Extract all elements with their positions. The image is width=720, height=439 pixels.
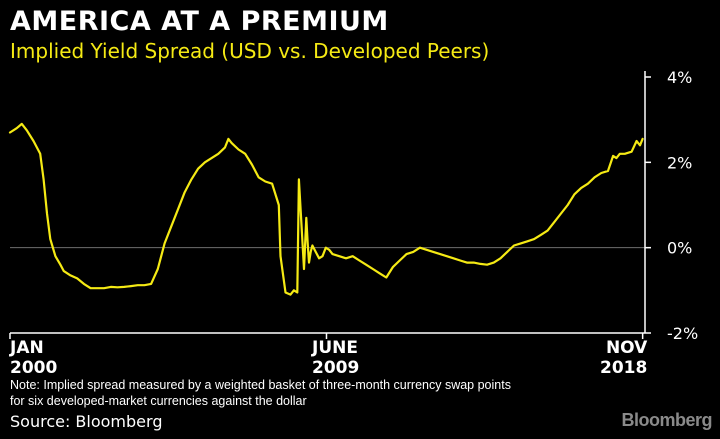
y-tick-label-2: 2% [667, 153, 692, 172]
spread-series-line-0 [8, 122, 644, 296]
chart-subtitle: Implied Yield Spread (USD vs. Developed … [10, 39, 490, 63]
footnote: Note: Implied spread measured by a weigh… [10, 378, 511, 408]
y-tick-label-1: 0% [667, 239, 692, 258]
x-tick-label-nov-2018: NOV 2018 [600, 338, 648, 378]
bloomberg-logo: Bloomberg [621, 410, 712, 430]
y-tick-label-0: -2% [667, 324, 698, 343]
chart-title: AMERICA AT A PREMIUM [10, 6, 389, 37]
source-label: Source: Bloomberg [10, 412, 163, 431]
x-tick-label-june-2009: JUNE 2009 [312, 338, 360, 378]
x-tick-label-jan-2000: JAN 2000 [10, 338, 58, 378]
y-tick-label-3: 4% [667, 68, 692, 87]
